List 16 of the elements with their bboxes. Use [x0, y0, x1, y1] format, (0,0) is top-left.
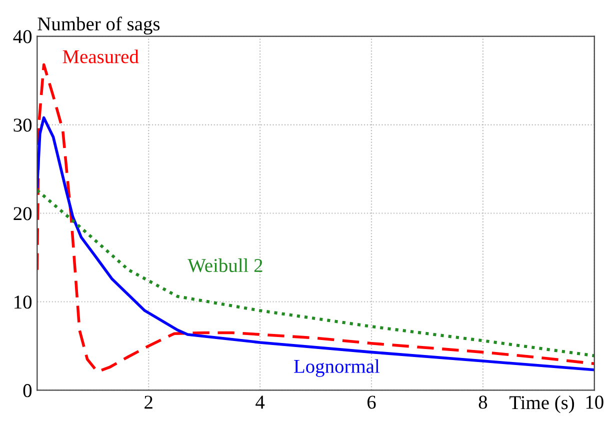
x-axis-title: Time (s) — [510, 396, 574, 414]
y-axis-title: Number of sags — [38, 16, 160, 34]
y-tick-label: 30 — [14, 118, 32, 132]
x-tick-label: 2 — [144, 396, 152, 409]
x-tick-label: 6 — [367, 396, 376, 409]
series-label: Measured — [62, 50, 139, 64]
series-label: Lognormal — [294, 359, 380, 377]
y-tick-label: 10 — [14, 296, 32, 309]
x-tick-label: 4 — [256, 396, 265, 409]
y-tick-label: 0 — [23, 384, 32, 398]
line-series — [37, 188, 594, 358]
x-tick-label: 8 — [478, 396, 488, 409]
y-tick-label: 20 — [14, 207, 32, 220]
x-tick-label: 10 — [586, 396, 604, 409]
y-tick-label: 40 — [13, 30, 32, 44]
series-label: Weibull 2 — [188, 258, 262, 272]
